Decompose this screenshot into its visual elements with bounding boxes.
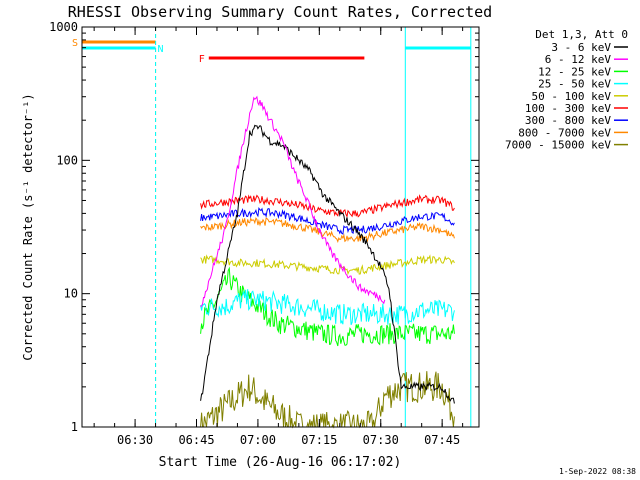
legend-label: 7000 - 15000 keV <box>505 139 611 152</box>
x-tick-label: 06:45 <box>178 433 214 447</box>
series-line <box>200 207 455 235</box>
legend-label: 50 - 100 keV <box>532 90 612 103</box>
legend-label: 12 - 25 keV <box>538 65 611 78</box>
y-tick-label: 10 <box>64 287 78 301</box>
y-tick-label: 1 <box>71 420 78 434</box>
x-tick-label: 07:45 <box>424 433 460 447</box>
legend-label: 3 - 6 keV <box>551 41 611 54</box>
series-line <box>200 371 455 429</box>
y-tick-label: 100 <box>56 153 78 167</box>
series-line <box>200 95 386 308</box>
legend-label: 300 - 800 keV <box>525 114 611 127</box>
series-line <box>200 266 455 347</box>
series-line <box>200 254 455 276</box>
flag-bar-label: F <box>199 54 205 65</box>
series-line <box>200 217 455 243</box>
x-tick-label: 07:15 <box>301 433 337 447</box>
x-axis-label: Start Time (26-Aug-16 06:17:02) <box>159 455 402 470</box>
legend-label: 100 - 300 keV <box>525 102 611 115</box>
y-tick-label: 1000 <box>49 20 78 34</box>
series-lines <box>200 95 455 429</box>
series-line <box>200 289 455 325</box>
flag-bars: S N F <box>72 38 471 65</box>
footer-timestamp: 1-Sep-2022 08:38 <box>559 467 636 476</box>
flag-bar-label: S <box>72 38 78 49</box>
x-axis: 06:30 06:45 07:00 07:15 07:30 07:45 <box>93 27 464 447</box>
legend-label: 6 - 12 keV <box>545 53 612 66</box>
flag-bar-label: N <box>158 44 164 55</box>
chart-title: RHESSI Observing Summary Count Rates, Co… <box>68 3 492 21</box>
series-line <box>200 124 455 404</box>
y-axis-label: Corrected Count Rate (s⁻¹ detector⁻¹) <box>21 93 35 360</box>
plot-frame <box>81 26 480 428</box>
legend-label: 25 - 50 keV <box>538 78 611 91</box>
x-tick-label: 06:30 <box>117 433 153 447</box>
x-tick-label: 07:30 <box>363 433 399 447</box>
legend-label: 800 - 7000 keV <box>518 126 611 139</box>
y-axis: 1 10 100 1000 <box>49 20 479 434</box>
series-line <box>200 194 455 219</box>
legend-header: Det 1,3, Att 0 <box>535 28 628 41</box>
x-tick-label: 07:00 <box>240 433 276 447</box>
